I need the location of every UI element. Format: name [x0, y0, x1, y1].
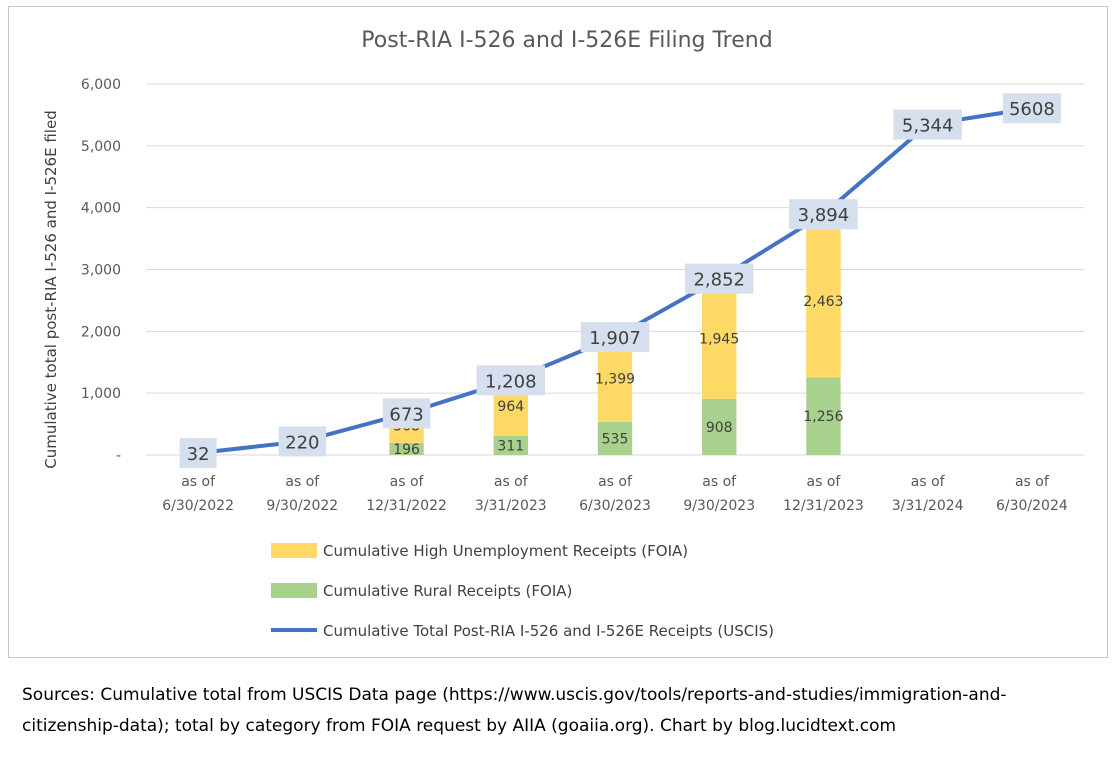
bar-data-label: 908	[706, 420, 733, 436]
y-tick-label: 4,000	[81, 201, 121, 217]
y-tick-label: 6,000	[81, 77, 121, 93]
y-tick-label: -	[116, 448, 121, 464]
bar-high-unemployment	[806, 225, 841, 378]
x-tick-label: as of	[390, 474, 425, 490]
bar-rural	[389, 442, 424, 455]
line-label-box	[179, 438, 217, 469]
x-tick-label: as of	[702, 474, 737, 490]
x-tick-label: 9/30/2022	[266, 498, 338, 514]
x-tick-label: 12/31/2022	[366, 498, 447, 514]
y-tick-label: 1,000	[81, 386, 121, 402]
chart-title: Post-RIA I-526 and I-526E Filing Trend	[361, 28, 772, 53]
y-tick-label: 3,000	[81, 263, 121, 279]
line-data-label: 1,208	[485, 371, 537, 392]
line-data-label: 1,907	[589, 328, 641, 349]
chart-svg: Post-RIA I-526 and I-526E Filing Trend - 1…	[42, 28, 1084, 640]
bar-data-label: 535	[602, 431, 629, 447]
line-data-label: 3,894	[798, 205, 850, 226]
x-tick-label: 6/30/2022	[162, 498, 234, 514]
bar-rural	[597, 421, 633, 455]
x-tick-label: 6/30/2023	[579, 498, 651, 514]
chart-frame: Post-RIA I-526 and I-526E Filing Trend - 1…	[8, 6, 1108, 658]
line-label-box	[476, 365, 546, 396]
x-tick-label: 6/30/2024	[996, 498, 1068, 514]
bar-data-label: 1,399	[595, 372, 635, 388]
x-tick-label: 3/31/2023	[475, 498, 547, 514]
line-label-box	[278, 426, 327, 457]
x-tick-label: 12/31/2023	[783, 498, 864, 514]
line-label-box	[789, 199, 858, 230]
line-data-label: 673	[389, 404, 423, 425]
x-tick-label: as of	[807, 474, 842, 490]
line-label-box	[1002, 93, 1061, 124]
line-label-box	[382, 398, 431, 429]
legend-label: Cumulative High Unemployment Receipts (F…	[323, 542, 688, 560]
x-tick-label: 3/31/2024	[892, 498, 964, 514]
bar-rural	[702, 398, 737, 455]
x-tick-label: as of	[598, 474, 633, 490]
line-label-box	[580, 322, 650, 353]
bar-data-label: 1,256	[803, 409, 843, 425]
y-axis-label: Cumulative total post-RIA I-526 and I-52…	[42, 110, 60, 468]
line-label-box	[893, 109, 962, 140]
line-data-label: 2,852	[693, 270, 745, 291]
x-tick-label: as of	[285, 474, 320, 490]
line-data-label: 5608	[1009, 99, 1055, 120]
y-tick-label: 5,000	[81, 139, 121, 155]
bar-data-label: 2,463	[803, 294, 843, 310]
legend-swatch	[271, 583, 317, 598]
line-data-label: 32	[187, 444, 210, 465]
bar-high-unemployment	[702, 278, 737, 399]
line-data-label: 5,344	[902, 116, 954, 137]
bar-rural	[493, 435, 528, 455]
x-tick-label: as of	[181, 474, 216, 490]
legend-label: Cumulative Rural Receipts (FOIA)	[323, 582, 572, 600]
line-data-label: 220	[285, 432, 319, 453]
bar-data-label: 964	[497, 399, 524, 415]
bar-data-label: 1,945	[699, 332, 739, 348]
x-tick-label: as of	[494, 474, 529, 490]
bar-data-label: 196	[393, 442, 420, 458]
sources-note: Sources: Cumulative total from USCIS Dat…	[22, 685, 1007, 736]
bar-data-label: 311	[497, 438, 524, 454]
bar-rural	[806, 377, 841, 455]
line-label-box	[684, 263, 754, 294]
x-tick-label: as of	[911, 474, 946, 490]
legend-swatch	[271, 543, 317, 558]
y-tick-label: 2,000	[81, 324, 121, 340]
legend-label: Cumulative Total Post-RIA I-526 and I-52…	[323, 622, 774, 640]
x-tick-label: as of	[1015, 474, 1050, 490]
x-tick-label: 9/30/2023	[683, 498, 755, 514]
